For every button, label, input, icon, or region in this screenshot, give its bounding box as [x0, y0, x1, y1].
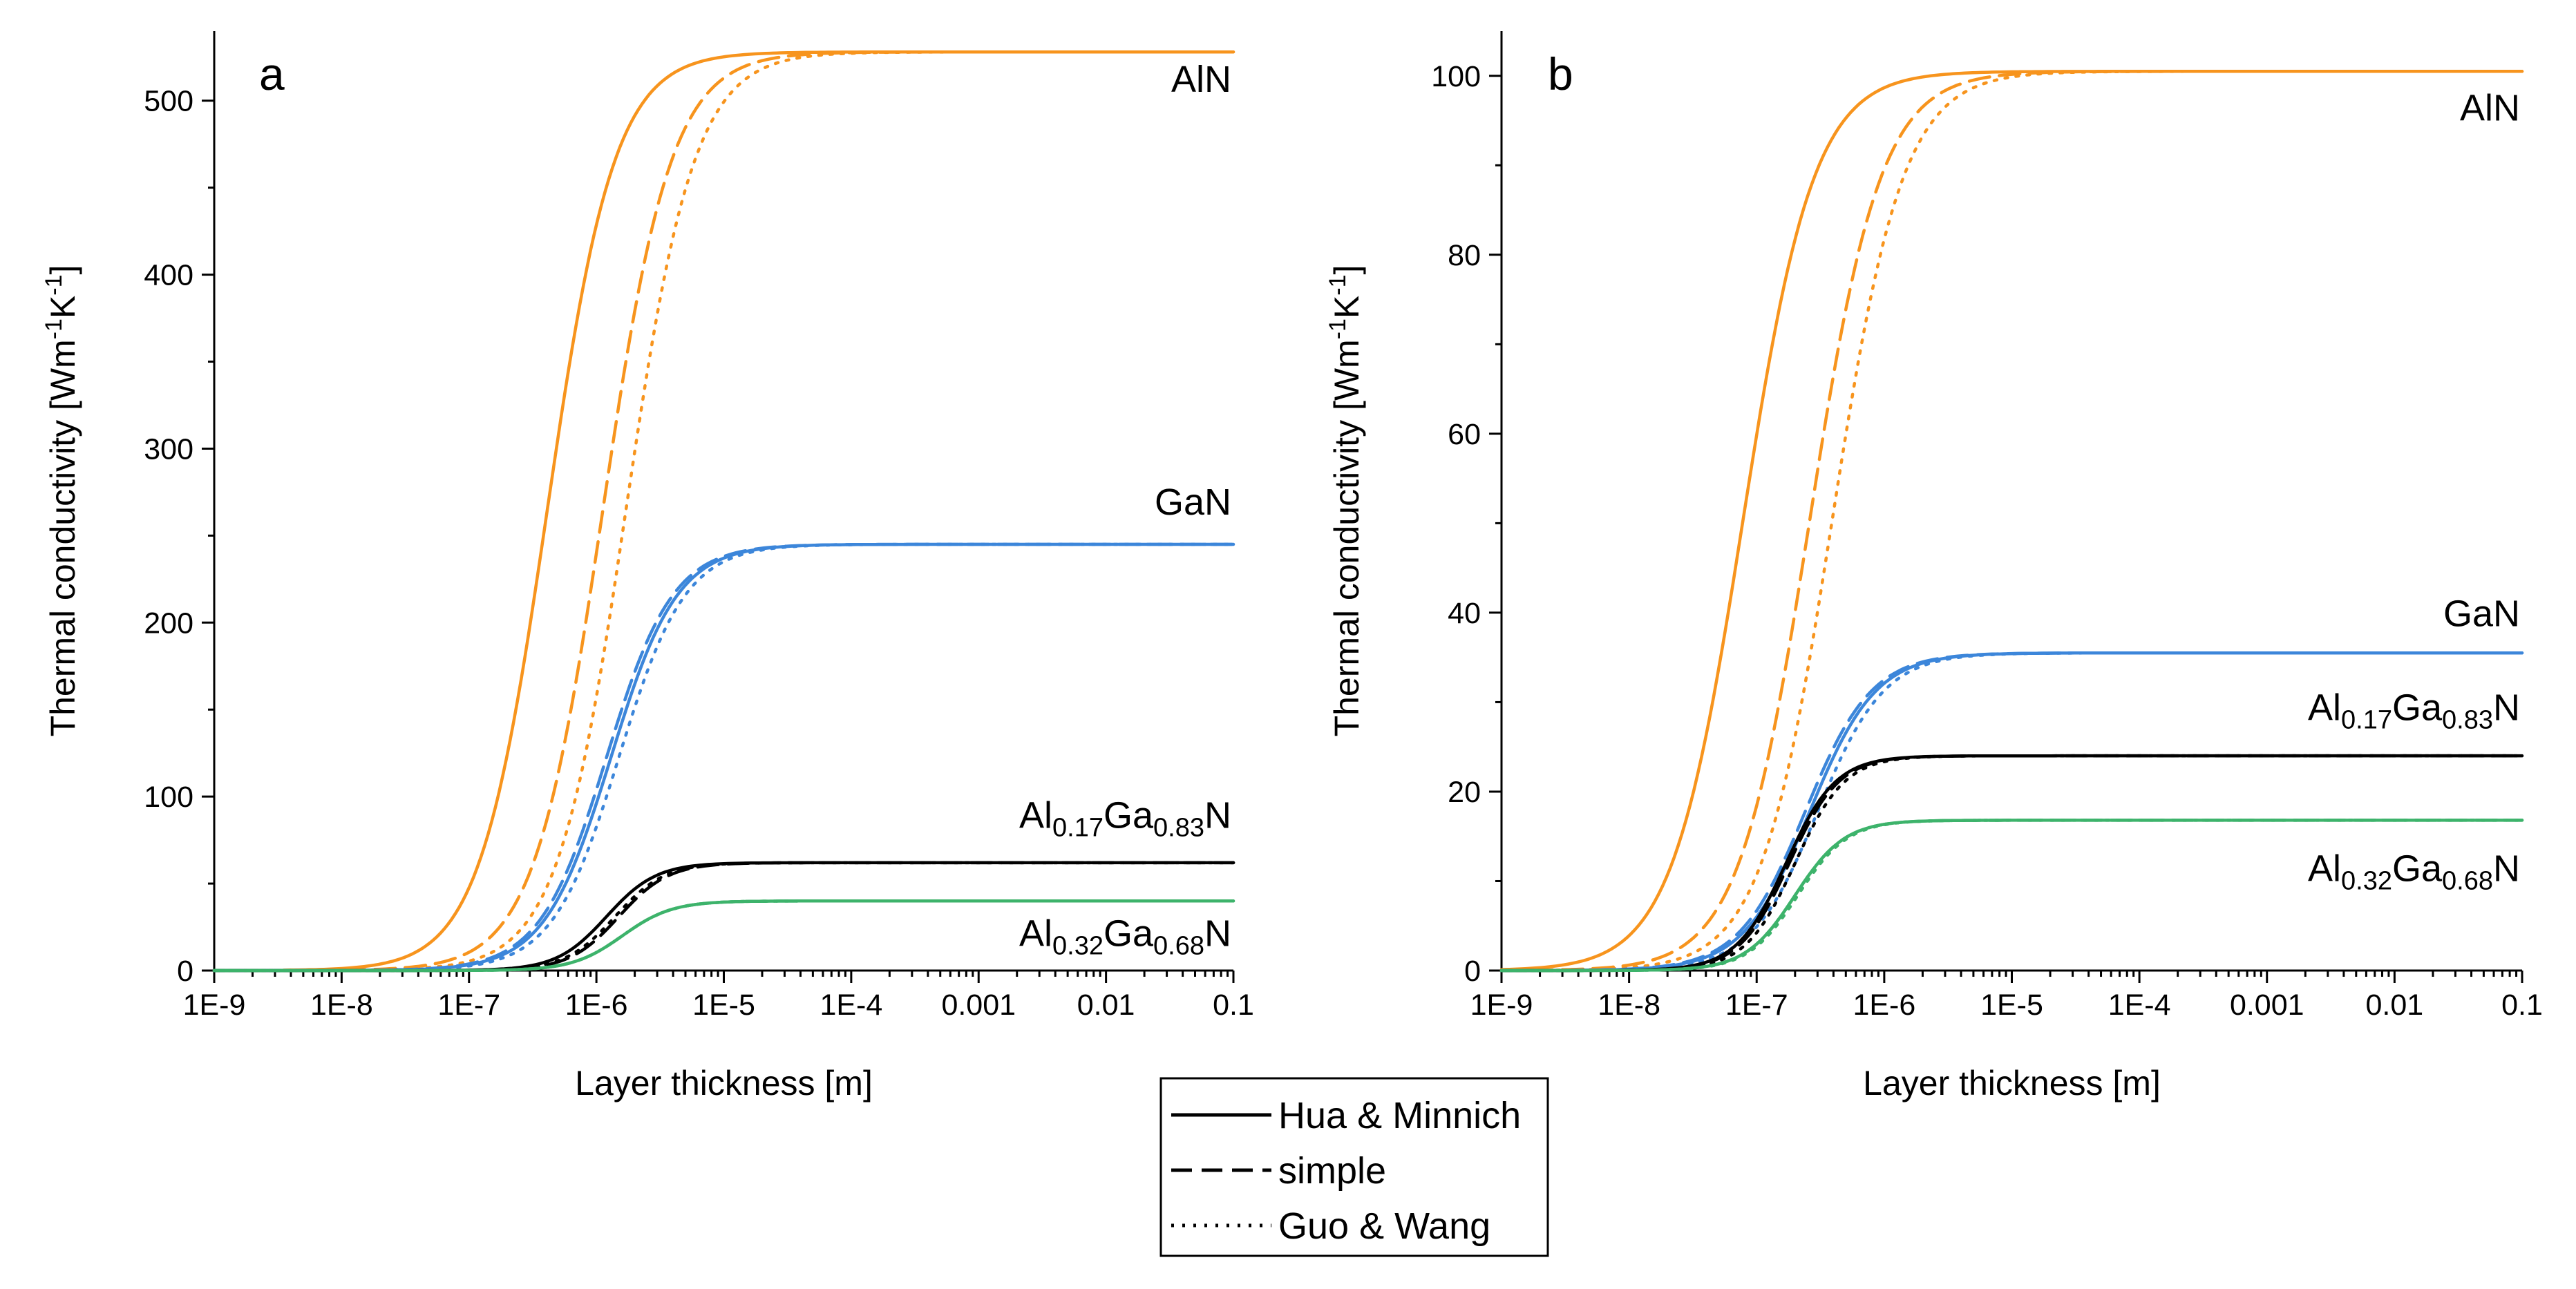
y-title-text: K — [44, 296, 82, 318]
y-title-text: Thermal conductivity [Wm — [1327, 339, 1366, 736]
panel-b: 1E-9 1E-8 1E-7 1E-6 1E-5 1E-4 0.001 0.01 0.1 0 20 4… — [1325, 31, 2543, 1102]
x-tick-label: 0.001 — [2230, 989, 2304, 1022]
label-subscript: 0.17 — [2341, 705, 2392, 734]
label-subscript: 0.17 — [1052, 813, 1104, 842]
x-tick-label: 1E-5 — [1980, 989, 2043, 1022]
label-subscript: 0.32 — [1052, 932, 1104, 961]
legend: Hua & Minnich simple Guo & Wang — [1159, 1077, 1549, 1257]
x-tick-label: 1E-9 — [1470, 989, 1533, 1022]
y-tick-label: 40 — [1448, 597, 1481, 630]
x-tick-label: 1E-5 — [692, 989, 755, 1022]
y-tick-label: 60 — [1448, 418, 1481, 451]
series-gan-simple — [212, 542, 1235, 973]
panel-letter: a — [259, 48, 285, 99]
legend-label-hua: Hua & Minnich — [1278, 1095, 1521, 1136]
x-tick-label: 1E-6 — [1853, 989, 1915, 1022]
y-tick-label: 20 — [1448, 776, 1481, 809]
x-tick-label: 0.1 — [1213, 989, 1254, 1022]
label-element: N — [1204, 794, 1231, 836]
panel-a: 1E-9 1E-8 1E-7 1E-6 1E-5 1E-4 0.001 0.01 0.1 0 100… — [41, 31, 1254, 1102]
series-aln-hua — [1499, 70, 2524, 971]
x-tick-label: 0.001 — [941, 989, 1016, 1022]
label-subscript: 0.32 — [2341, 866, 2392, 895]
y-axis-title: Thermal conductivity [Wm-1K-1] — [1325, 265, 1366, 737]
y-title-sup: -1 — [41, 318, 67, 339]
x-tick-label: 1E-8 — [310, 989, 373, 1022]
label-aln: AlN — [2460, 88, 2520, 129]
y-tick-label: 0 — [1464, 955, 1481, 988]
label-element: Al — [2308, 687, 2341, 728]
y-title-text: ] — [44, 265, 82, 275]
x-tick-label: 0.01 — [2366, 989, 2424, 1022]
label-element: Al — [1019, 794, 1052, 836]
series-gan-guo — [212, 542, 1235, 973]
y-tick-label: 80 — [1448, 239, 1481, 272]
label-al0-32ga0-68n: Al0.32Ga0.68N — [1019, 913, 1231, 961]
x-tick-label: 0.1 — [2501, 989, 2543, 1022]
label-element: Ga — [2392, 687, 2443, 728]
panel-letter: b — [1548, 48, 1573, 99]
series-al0-17ga0-83n-guo — [1499, 754, 2524, 973]
series-gan-hua — [1499, 651, 2524, 973]
x-tick-label: 1E-6 — [565, 989, 628, 1022]
y-tick-label: 100 — [1431, 60, 1481, 93]
y-tick-label: 300 — [144, 432, 193, 466]
y-title-sup: -1 — [1325, 318, 1351, 339]
y-axis-title: Thermal conductivity [Wm-1K-1] — [41, 265, 82, 737]
label-element: Ga — [1104, 794, 1154, 836]
series-al0-17ga0-83n-simple — [1499, 754, 2524, 973]
y-tick-label: 200 — [144, 607, 193, 640]
series-gan-guo — [1499, 651, 2524, 973]
y-title-sup: -1 — [1325, 274, 1351, 295]
series-aln-hua — [282, 50, 1235, 972]
series-al0-17ga0-83n-hua — [1499, 754, 2524, 973]
y-tick-label: 400 — [144, 259, 193, 292]
label-al0-32ga0-68n: Al0.32Ga0.68N — [2308, 848, 2520, 895]
label-element: N — [1204, 913, 1231, 955]
label-element: Al — [2308, 848, 2341, 889]
x-tick-label: 1E-9 — [183, 989, 246, 1022]
x-axis-title: Layer thickness [m] — [1863, 1064, 2161, 1102]
x-tick-label: 1E-4 — [820, 989, 882, 1022]
label-al0-17ga0-83n: Al0.17Ga0.83N — [1019, 794, 1231, 842]
series-gan-simple — [1499, 651, 2524, 973]
x-tick-label: 1E-7 — [437, 989, 500, 1022]
x-tick-label: 1E-7 — [1725, 989, 1788, 1022]
label-subscript: 0.83 — [2442, 705, 2493, 734]
legend-box — [1159, 1077, 1549, 1257]
label-al0-17ga0-83n: Al0.17Ga0.83N — [2308, 687, 2520, 734]
label-element: Ga — [2392, 848, 2443, 889]
legend-label-simple: simple — [1278, 1150, 1386, 1192]
legend-label-guo: Guo & Wang — [1278, 1205, 1490, 1247]
series-al0-32ga0-68n-hua — [1499, 819, 2524, 973]
y-title-sup: -1 — [41, 274, 67, 295]
x-tick-label: 1E-4 — [2108, 989, 2171, 1022]
label-subscript: 0.68 — [2442, 866, 2493, 895]
label-element: N — [2493, 687, 2520, 728]
y-tick-label: 100 — [144, 781, 193, 814]
label-subscript: 0.83 — [1153, 813, 1204, 842]
y-title-text: K — [1327, 296, 1366, 318]
label-subscript: 0.68 — [1153, 932, 1204, 961]
y-title-text: ] — [1327, 265, 1366, 275]
x-tick-label: 0.01 — [1077, 989, 1135, 1022]
x-axis-title: Layer thickness [m] — [575, 1064, 873, 1102]
series-al0-32ga0-68n-hua — [212, 899, 1235, 973]
label-gan: GaN — [2443, 593, 2520, 634]
y-tick-label: 500 — [144, 85, 193, 118]
label-element: Ga — [1104, 913, 1154, 955]
x-tick-label: 1E-8 — [1598, 989, 1660, 1022]
label-aln: AlN — [1171, 59, 1231, 100]
y-title-text: Thermal conductivity [Wm — [44, 339, 82, 736]
label-gan: GaN — [1155, 481, 1231, 523]
series-aln-guo — [1499, 70, 2524, 973]
series-aln-simple — [1499, 70, 2524, 973]
y-tick-label: 0 — [177, 955, 193, 988]
label-element: Al — [1019, 913, 1052, 955]
label-element: N — [2493, 848, 2520, 889]
series-gan-hua — [212, 542, 1235, 973]
